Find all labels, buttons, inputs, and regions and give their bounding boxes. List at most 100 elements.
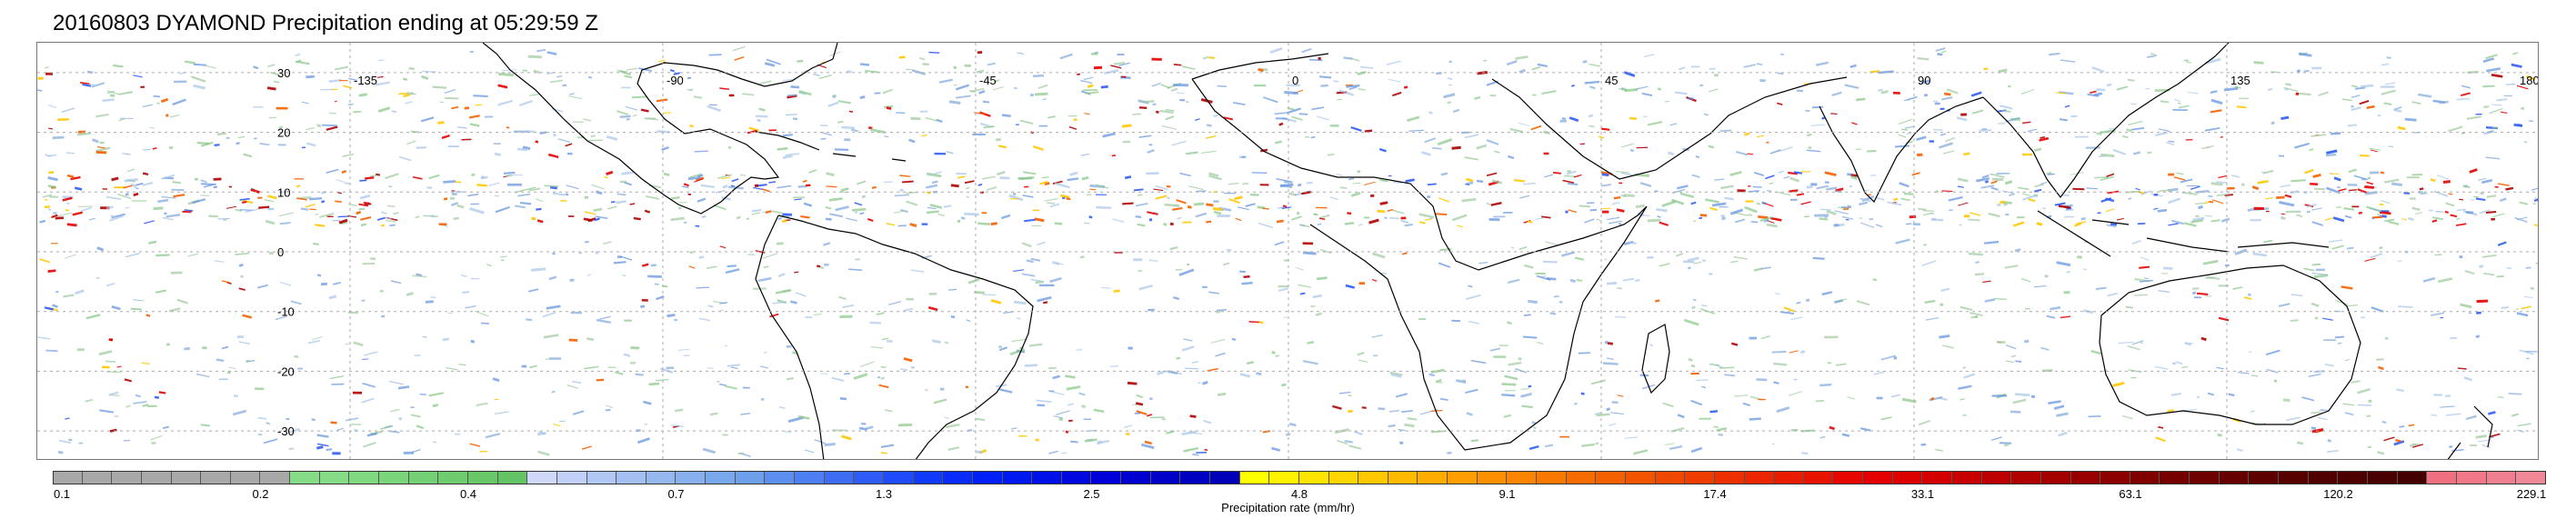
precipitation-cell	[584, 365, 599, 370]
precipitation-cell	[2439, 100, 2449, 105]
precipitation-cell	[956, 173, 967, 175]
precipitation-cell	[910, 269, 925, 273]
precipitation-cell	[2486, 195, 2497, 198]
precipitation-cell	[2257, 180, 2269, 185]
precipitation-cell	[546, 304, 561, 310]
precipitation-cell	[361, 397, 375, 404]
precipitation-cell	[1916, 135, 1927, 141]
precipitation-cell	[1213, 210, 1222, 215]
precipitation-cell	[2290, 179, 2306, 183]
precipitation-cell	[2485, 54, 2498, 60]
precipitation-cell	[380, 424, 392, 430]
precipitation-cell	[2250, 410, 2255, 413]
precipitation-cell	[2393, 440, 2405, 446]
precipitation-cell	[2253, 206, 2264, 210]
precipitation-cell	[236, 142, 240, 145]
precipitation-cell	[475, 104, 483, 106]
precipitation-cell	[1049, 203, 1060, 208]
precipitation-cell	[926, 210, 939, 215]
precipitation-cell	[2384, 82, 2396, 85]
precipitation-cell	[95, 150, 107, 155]
precipitation-cell	[794, 271, 799, 274]
precipitation-cell	[1709, 273, 1713, 275]
precipitation-cell	[2290, 294, 2303, 297]
precipitation-cell	[1819, 383, 1832, 387]
precipitation-cell	[1134, 413, 1140, 414]
precipitation-cell	[1504, 374, 1519, 381]
precipitation-cell	[2220, 136, 2223, 138]
precipitation-cell	[2310, 134, 2327, 137]
precipitation-cell	[2483, 105, 2490, 108]
precipitation-cell	[1400, 216, 1407, 220]
precipitation-cell	[1311, 106, 1325, 111]
colorbar-cell	[497, 471, 528, 484]
precipitation-field	[37, 45, 2538, 457]
precipitation-cell	[838, 295, 847, 300]
precipitation-cell	[2010, 410, 2021, 414]
precipitation-cell	[1990, 186, 1999, 191]
precipitation-cell	[1059, 53, 1073, 60]
precipitation-cell	[596, 378, 605, 382]
precipitation-cell	[2054, 202, 2066, 206]
precipitation-cell	[347, 103, 354, 106]
precipitation-cell	[280, 190, 289, 194]
precipitation-cell	[2121, 414, 2133, 420]
precipitation-cell	[2399, 425, 2405, 428]
precipitation-cell	[2012, 221, 2025, 227]
precipitation-cell	[470, 339, 476, 344]
precipitation-cell	[1364, 129, 1373, 133]
precipitation-cell	[2066, 270, 2070, 274]
precipitation-cell	[1231, 337, 1237, 341]
precipitation-cell	[2172, 109, 2188, 111]
precipitation-cell	[111, 305, 121, 311]
precipitation-cell	[2331, 245, 2344, 250]
precipitation-cell	[2040, 346, 2050, 351]
precipitation-cell	[1165, 115, 1175, 121]
precipitation-cell	[1562, 179, 1575, 184]
precipitation-cell	[1359, 65, 1374, 69]
precipitation-cell	[2397, 260, 2402, 262]
precipitation-cell	[1699, 417, 1712, 420]
precipitation-cell	[1430, 430, 1446, 434]
colorbar-tick-label: 2.5	[1083, 487, 1100, 501]
colorbar-cell	[1803, 471, 1834, 484]
precipitation-cell	[1066, 385, 1081, 391]
precipitation-cell	[1528, 299, 1538, 304]
precipitation-cell	[2464, 270, 2475, 275]
precipitation-cell	[235, 252, 249, 255]
precipitation-cell	[2304, 168, 2314, 175]
precipitation-cell	[352, 391, 363, 394]
colorbar-tick-label: 4.8	[1290, 487, 1308, 501]
precipitation-cell	[145, 314, 151, 317]
precipitation-cell	[2505, 186, 2514, 191]
precipitation-cell	[990, 299, 1002, 304]
precipitation-cell	[556, 75, 563, 78]
precipitation-cell	[1029, 94, 1034, 97]
precipitation-cell	[2433, 394, 2442, 396]
precipitation-cell	[1561, 251, 1576, 257]
precipitation-cell	[1176, 356, 1181, 360]
precipitation-cell	[1136, 410, 1148, 415]
precipitation-cell	[1744, 205, 1758, 214]
precipitation-cell	[867, 218, 874, 222]
precipitation-cell	[2395, 439, 2401, 443]
precipitation-cell	[2276, 195, 2285, 199]
precipitation-cell	[2480, 192, 2484, 195]
precipitation-cell	[2440, 405, 2455, 408]
precipitation-cell	[2301, 396, 2315, 402]
colorbar-cell	[230, 471, 261, 484]
precipitation-cell	[332, 452, 341, 455]
precipitation-cell	[1491, 179, 1503, 185]
precipitation-cell	[633, 216, 641, 221]
precipitation-cell	[257, 196, 263, 199]
precipitation-cell	[1228, 198, 1240, 205]
precipitation-cell	[1183, 446, 1199, 453]
precipitation-cell	[1123, 424, 1133, 429]
precipitation-cell	[2325, 153, 2337, 157]
precipitation-cell	[927, 306, 938, 312]
colorbar-cell	[408, 471, 439, 484]
precipitation-cell	[1629, 148, 1635, 153]
precipitation-cell	[1589, 64, 1601, 67]
precipitation-cell	[1138, 106, 1148, 109]
precipitation-cell	[1348, 444, 1362, 450]
